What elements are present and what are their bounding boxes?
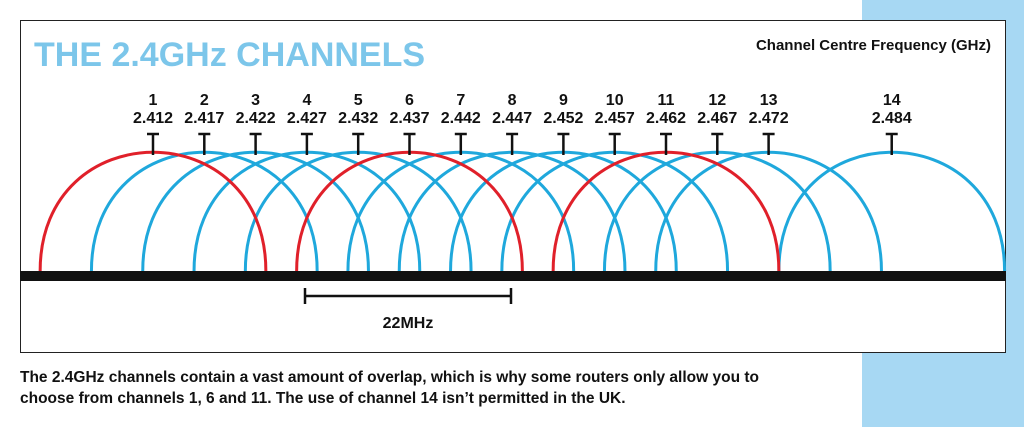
channel-frequency-1: 2.412 bbox=[133, 110, 173, 127]
channel-diagram: THE 2.4GHz CHANNELS Channel Centre Frequ… bbox=[20, 36, 1007, 332]
channel-frequency-11: 2.462 bbox=[646, 110, 686, 127]
channel-frequency-4: 2.427 bbox=[287, 110, 327, 127]
channel-frequency-12: 2.467 bbox=[697, 110, 737, 127]
width-label: 22MHz bbox=[383, 315, 434, 332]
frequency-baseline bbox=[20, 271, 1006, 281]
channel-arc-12 bbox=[602, 150, 832, 272]
channel-arc-7 bbox=[346, 150, 576, 272]
channel-number-7: 7 bbox=[456, 92, 465, 109]
channel-frequency-7: 2.442 bbox=[441, 110, 481, 127]
width-indicator: 22MHz bbox=[303, 288, 513, 332]
channel-arc-4 bbox=[192, 150, 422, 272]
channel-number-1: 1 bbox=[149, 92, 158, 109]
channel-number-13: 13 bbox=[760, 92, 778, 109]
channel-frequency-14: 2.484 bbox=[872, 110, 912, 127]
channel-number-5: 5 bbox=[354, 92, 363, 109]
channel-labels: 12.41222.41732.42242.42752.43262.43772.4… bbox=[133, 92, 912, 127]
channel-number-14: 14 bbox=[883, 92, 901, 109]
channel-number-8: 8 bbox=[508, 92, 517, 109]
caption-line-2: choose from channels 1, 6 and 11. The us… bbox=[20, 390, 626, 407]
caption-line-1: The 2.4GHz channels contain a vast amoun… bbox=[20, 369, 759, 386]
channel-number-2: 2 bbox=[200, 92, 209, 109]
channel-frequency-13: 2.472 bbox=[749, 110, 789, 127]
channel-number-11: 11 bbox=[658, 92, 675, 109]
channel-frequency-8: 2.447 bbox=[492, 110, 532, 127]
channel-ticks bbox=[147, 132, 898, 155]
channel-arc-14 bbox=[777, 150, 1007, 272]
channel-arc-5 bbox=[243, 150, 473, 272]
channel-frequency-2: 2.417 bbox=[184, 110, 224, 127]
diagram-frame bbox=[20, 20, 1006, 353]
channel-number-3: 3 bbox=[251, 92, 260, 109]
channel-arc-2 bbox=[89, 150, 319, 272]
channel-frequency-6: 2.437 bbox=[389, 110, 429, 127]
channel-number-4: 4 bbox=[302, 92, 311, 109]
channel-arc-8 bbox=[397, 150, 627, 272]
channel-arc-1 bbox=[38, 150, 268, 272]
channel-arc-9 bbox=[449, 150, 678, 272]
channel-arcs bbox=[38, 150, 1007, 272]
channel-frequency-5: 2.432 bbox=[338, 110, 378, 127]
channel-number-6: 6 bbox=[405, 92, 414, 109]
channel-number-10: 10 bbox=[606, 92, 624, 109]
channel-frequency-3: 2.422 bbox=[236, 110, 276, 127]
diagram-title: THE 2.4GHz CHANNELS bbox=[34, 36, 425, 74]
channel-number-12: 12 bbox=[708, 92, 726, 109]
frequency-header-label: Channel Centre Frequency (GHz) bbox=[756, 37, 991, 54]
channel-arc-13 bbox=[654, 150, 883, 272]
channel-arc-11 bbox=[551, 150, 781, 272]
channel-frequency-10: 2.457 bbox=[595, 110, 635, 127]
channel-arc-3 bbox=[141, 150, 370, 272]
caption: The 2.4GHz channels contain a vast amoun… bbox=[20, 367, 860, 409]
channel-arc-10 bbox=[500, 150, 730, 272]
channel-frequency-9: 2.452 bbox=[543, 110, 583, 127]
channel-arc-6 bbox=[295, 150, 524, 272]
channel-number-9: 9 bbox=[559, 92, 568, 109]
